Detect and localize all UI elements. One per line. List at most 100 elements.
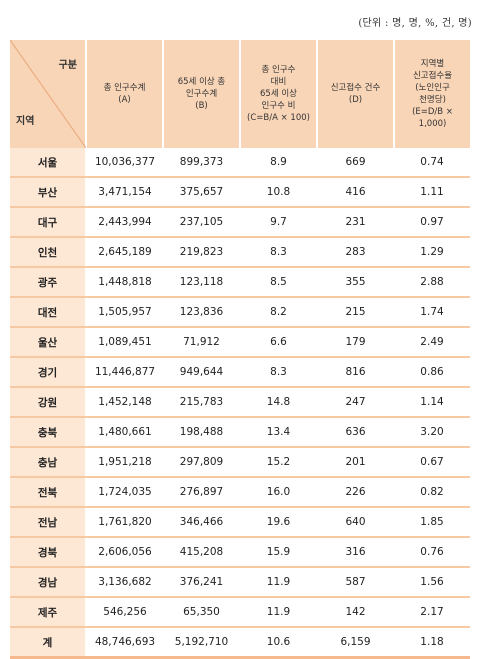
table-row: 인천 2,645,189 219,823 8.3 283 1.29 bbox=[10, 237, 470, 268]
rate-cell: 0.86 bbox=[394, 357, 470, 388]
column-header: 65세 이상 총 인구수계 (B) bbox=[163, 40, 241, 148]
rate-cell: 2.17 bbox=[394, 597, 470, 628]
elderly-cell: 375,657 bbox=[163, 177, 240, 208]
diagonal-divider bbox=[10, 40, 86, 148]
table-row: 경기 11,446,877 949,644 8.3 816 0.86 bbox=[10, 357, 470, 388]
total-cell: 1,724,035 bbox=[86, 477, 163, 508]
total-cell: 1,951,218 bbox=[86, 447, 163, 478]
table-row: 경북 2,606,056 415,208 15.9 316 0.76 bbox=[10, 537, 470, 568]
rate-cell: 0.97 bbox=[394, 207, 470, 238]
total-cell: 3,136,682 bbox=[86, 567, 163, 598]
column-header: 총 인구수계 (A) bbox=[86, 40, 164, 148]
region-cell: 인천 bbox=[10, 237, 87, 268]
ratio-cell: 11.9 bbox=[240, 597, 317, 628]
table-row: 경남 3,136,682 376,241 11.9 587 1.56 bbox=[10, 567, 470, 598]
total-cell: 546,256 bbox=[86, 597, 163, 628]
total-cell: 1,452,148 bbox=[86, 387, 163, 418]
region-cell: 부산 bbox=[10, 177, 87, 208]
statistics-table: 구분 지역 총 인구수계 (A) 65세 이상 총 인구수계 (B) 총 인구수 대비 6… bbox=[10, 40, 470, 659]
elderly-cell: 5,192,710 bbox=[163, 627, 240, 659]
header-row: 구분 지역 총 인구수계 (A) 65세 이상 총 인구수계 (B) 총 인구수 대비 6… bbox=[10, 40, 470, 148]
region-cell: 충북 bbox=[10, 417, 87, 448]
total-row: 계 48,746,693 5,192,710 10.6 6,159 1.18 bbox=[10, 627, 470, 659]
table-row: 강원 1,452,148 215,783 14.8 247 1.14 bbox=[10, 387, 470, 418]
reports-cell: 142 bbox=[317, 597, 394, 628]
table-row: 제주 546,256 65,350 11.9 142 2.17 bbox=[10, 597, 470, 628]
ratio-cell: 8.5 bbox=[240, 267, 317, 298]
reports-cell: 226 bbox=[317, 477, 394, 508]
region-cell: 대전 bbox=[10, 297, 87, 328]
elderly-cell: 297,809 bbox=[163, 447, 240, 478]
column-header: 신고접수 건수 (D) bbox=[317, 40, 395, 148]
rate-cell: 0.74 bbox=[394, 148, 470, 178]
total-cell: 1,448,818 bbox=[86, 267, 163, 298]
region-cell: 경남 bbox=[10, 567, 87, 598]
elderly-cell: 198,488 bbox=[163, 417, 240, 448]
reports-cell: 201 bbox=[317, 447, 394, 478]
rate-cell: 0.67 bbox=[394, 447, 470, 478]
rate-cell: 3.20 bbox=[394, 417, 470, 448]
total-cell: 2,443,994 bbox=[86, 207, 163, 238]
elderly-cell: 376,241 bbox=[163, 567, 240, 598]
table-row: 서울 10,036,377 899,373 8.9 669 0.74 bbox=[10, 148, 470, 178]
reports-cell: 316 bbox=[317, 537, 394, 568]
column-header: 지역별 신고접수율 (노인인구 천명당) (E=D/B × 1,000) bbox=[394, 40, 470, 148]
table-row: 전북 1,724,035 276,897 16.0 226 0.82 bbox=[10, 477, 470, 508]
rate-cell: 1.11 bbox=[394, 177, 470, 208]
region-cell: 경북 bbox=[10, 537, 87, 568]
rate-cell: 0.82 bbox=[394, 477, 470, 508]
elderly-cell: 237,105 bbox=[163, 207, 240, 238]
ratio-cell: 19.6 bbox=[240, 507, 317, 538]
reports-cell: 247 bbox=[317, 387, 394, 418]
reports-cell: 636 bbox=[317, 417, 394, 448]
table-row: 대전 1,505,957 123,836 8.2 215 1.74 bbox=[10, 297, 470, 328]
region-cell: 경기 bbox=[10, 357, 87, 388]
region-cell: 강원 bbox=[10, 387, 87, 418]
corner-label-region: 지역 bbox=[16, 116, 35, 127]
rate-cell: 2.88 bbox=[394, 267, 470, 298]
elderly-cell: 71,912 bbox=[163, 327, 240, 358]
rate-cell: 1.74 bbox=[394, 297, 470, 328]
total-cell: 1,761,820 bbox=[86, 507, 163, 538]
reports-cell: 6,159 bbox=[317, 627, 394, 659]
ratio-cell: 9.7 bbox=[240, 207, 317, 238]
ratio-cell: 14.8 bbox=[240, 387, 317, 418]
rate-cell: 1.29 bbox=[394, 237, 470, 268]
region-cell: 충남 bbox=[10, 447, 87, 478]
rate-cell: 2.49 bbox=[394, 327, 470, 358]
elderly-cell: 899,373 bbox=[163, 148, 240, 178]
region-cell: 대구 bbox=[10, 207, 87, 238]
region-cell: 전남 bbox=[10, 507, 87, 538]
region-cell: 울산 bbox=[10, 327, 87, 358]
corner-label-category: 구분 bbox=[58, 60, 77, 71]
reports-cell: 816 bbox=[317, 357, 394, 388]
ratio-cell: 15.9 bbox=[240, 537, 317, 568]
ratio-cell: 8.9 bbox=[240, 148, 317, 178]
total-cell: 11,446,877 bbox=[86, 357, 163, 388]
region-cell: 서울 bbox=[10, 148, 87, 178]
region-cell: 전북 bbox=[10, 477, 87, 508]
ratio-cell: 10.8 bbox=[240, 177, 317, 208]
total-cell: 3,471,154 bbox=[86, 177, 163, 208]
reports-cell: 669 bbox=[317, 148, 394, 178]
total-cell: 2,645,189 bbox=[86, 237, 163, 268]
reports-cell: 640 bbox=[317, 507, 394, 538]
reports-cell: 355 bbox=[317, 267, 394, 298]
table-row: 대구 2,443,994 237,105 9.7 231 0.97 bbox=[10, 207, 470, 238]
reports-cell: 179 bbox=[317, 327, 394, 358]
unit-note: (단위 : 명, 명, %, 건, 명) bbox=[358, 18, 472, 29]
ratio-cell: 8.3 bbox=[240, 237, 317, 268]
region-cell: 계 bbox=[10, 627, 87, 659]
region-cell: 제주 bbox=[10, 597, 87, 628]
total-cell: 10,036,377 bbox=[86, 148, 163, 178]
elderly-cell: 215,783 bbox=[163, 387, 240, 418]
ratio-cell: 8.3 bbox=[240, 357, 317, 388]
reports-cell: 587 bbox=[317, 567, 394, 598]
table-row: 울산 1,089,451 71,912 6.6 179 2.49 bbox=[10, 327, 470, 358]
rate-cell: 1.56 bbox=[394, 567, 470, 598]
elderly-cell: 123,836 bbox=[163, 297, 240, 328]
total-cell: 2,606,056 bbox=[86, 537, 163, 568]
rate-cell: 1.85 bbox=[394, 507, 470, 538]
table-row: 전남 1,761,820 346,466 19.6 640 1.85 bbox=[10, 507, 470, 538]
elderly-cell: 415,208 bbox=[163, 537, 240, 568]
